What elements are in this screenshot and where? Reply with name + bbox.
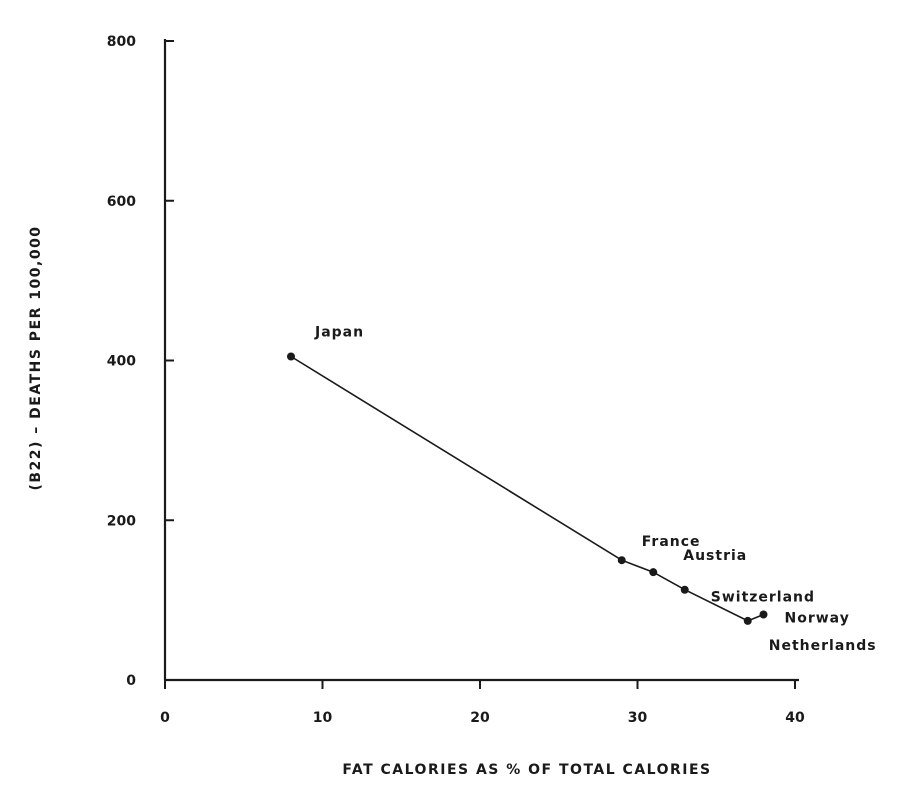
y-tick-label: 800 xyxy=(107,34,136,50)
y-tick-label: 200 xyxy=(107,513,136,529)
plot-area: 0 200 400 600 800 0 10 20 30 40 Japan FranceAustria… xyxy=(107,34,877,726)
point-label-norway: Norway xyxy=(785,611,850,627)
series-line xyxy=(290,355,764,622)
x-tick-label: 30 xyxy=(628,710,648,726)
x-axis-title: FAT CALORIES AS % OF TOTAL CALORIES xyxy=(342,762,711,778)
x-tick-label: 40 xyxy=(785,710,805,726)
x-tick-label: 0 xyxy=(160,710,170,726)
point-label-switzerland: Switzerland xyxy=(711,590,815,606)
y-axis-title: (B22) – DEATHS PER 100,000 xyxy=(28,225,44,490)
data-point-netherlands xyxy=(743,616,752,625)
point-label-austria: Austria xyxy=(683,548,747,564)
x-tick-label: 20 xyxy=(470,710,490,726)
data-point-japan xyxy=(287,352,295,361)
point-label-france: France xyxy=(642,534,701,550)
data-point-norway xyxy=(759,610,768,619)
data-point-austria xyxy=(649,568,658,577)
point-label-netherlands: Netherlands xyxy=(769,638,877,654)
x-tick-label: 10 xyxy=(313,710,333,726)
data-point-switzerland xyxy=(680,585,689,594)
point-label-japan: Japan xyxy=(314,325,364,341)
data-point-france xyxy=(617,556,626,565)
y-tick-label: 0 xyxy=(126,673,136,689)
y-tick-label: 400 xyxy=(107,354,136,370)
y-tick-label: 600 xyxy=(107,194,136,210)
